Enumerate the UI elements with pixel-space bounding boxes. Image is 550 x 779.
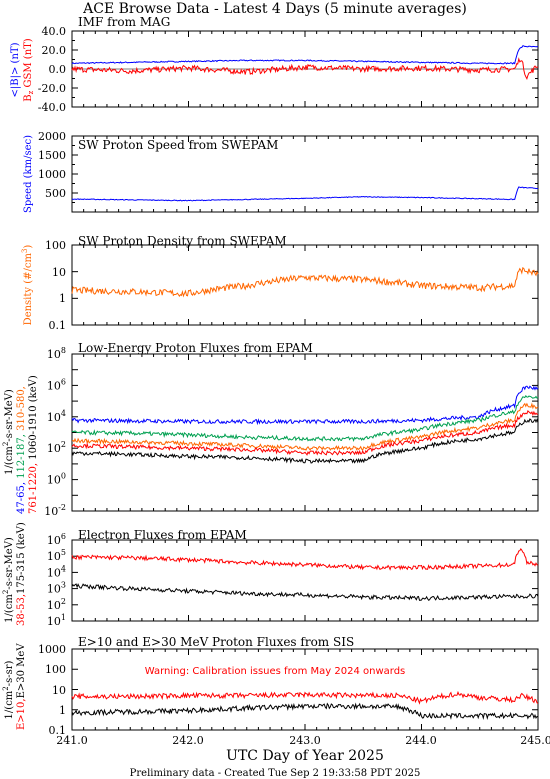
density-ylabel: Density (#/cm3) <box>21 245 34 326</box>
speed-ylabel: Speed (km/sec) <box>23 135 34 213</box>
data-series <box>71 45 539 720</box>
proton-yticks: 108 106 104 102 100 10-2 <box>44 346 66 518</box>
proton-series-4 <box>71 418 539 464</box>
density-series-0 <box>71 266 539 298</box>
proton-ytick-1e2: 102 <box>47 440 66 455</box>
sis-title: E>10 and E>30 MeV Proton Fluxes from SIS <box>78 635 354 649</box>
sis-series-1 <box>71 702 539 720</box>
svg-text:761-1220, 1060-1910 (keV): 761-1220, 1060-1910 (keV) <box>28 375 39 514</box>
speed-ytick-1500: 1500 <box>38 149 66 162</box>
density-ytick-1: 1 <box>59 292 66 305</box>
speed-ytick-1000: 1000 <box>38 168 66 181</box>
x-axis-label: UTC Day of Year 2025 <box>226 748 384 764</box>
footer: Preliminary data - Created Tue Sep 2 19:… <box>130 768 421 779</box>
proton-ytick-1e0: 100 <box>47 472 66 487</box>
speed-ytick-2000: 2000 <box>38 130 66 143</box>
electron-series-0 <box>71 547 539 571</box>
mag-title: IMF from MAG <box>78 15 170 29</box>
electron-ytick-1e3: 103 <box>47 581 66 596</box>
proton-ch-310: 310-580, <box>16 386 27 431</box>
mag-ytick-m20: -20.0 <box>38 82 66 95</box>
proton-series-3 <box>71 409 539 456</box>
sis-warning: Warning: Calibration issues from May 202… <box>145 666 406 677</box>
electron-ytick-1e1: 101 <box>47 613 66 628</box>
electron-series-1 <box>71 583 539 601</box>
sis-ylabel: 1/(cm2-s-sr) E>10,E>30 MeV <box>2 643 27 730</box>
sis-ch-10: E>10, <box>16 698 27 730</box>
speed-series-0 <box>71 186 539 202</box>
proton-ch-761: 761-1220, <box>28 463 39 514</box>
xtick-242: 242.0 <box>172 734 204 747</box>
proton-ytick-1e8: 108 <box>47 346 66 361</box>
speed-title: SW Proton Speed from SWEPAM <box>78 138 278 152</box>
mag-series-1 <box>71 57 539 81</box>
proton-ylabel: 1/(cm2-s-sr-MeV) 47-65, 112-187, 310-580… <box>2 375 39 514</box>
electron-panel-frame <box>71 539 539 622</box>
mag-ytick-0: 0.0 <box>49 63 67 76</box>
electron-ytick-1e5: 105 <box>47 548 66 563</box>
mag-ytick-m40: -40.0 <box>38 101 66 114</box>
proton-ytick-1e-2: 10-2 <box>44 503 66 518</box>
sis-panel-frame <box>71 648 539 731</box>
proton-ytick-1e4: 104 <box>47 409 66 424</box>
svg-text:1/(cm2-s-sr): 1/(cm2-s-sr) <box>2 660 15 719</box>
electron-ytick-1e4: 104 <box>47 564 66 579</box>
density-panel-frame <box>71 244 539 326</box>
electron-title: Electron Fluxes from EPAM <box>78 528 247 542</box>
mag-ytick-20: 20.0 <box>42 44 67 57</box>
xtick-241: 241.0 <box>56 734 88 747</box>
sis-ytick-1000: 1000 <box>38 643 66 656</box>
electron-ylabel: 1/(cm2-s-sr-MeV) 38-53,175-315 (keV) <box>2 522 27 626</box>
xtick-245: 245.0 <box>520 734 550 747</box>
electron-ch-175: 175-315 (keV) <box>16 522 27 594</box>
sis-ch-30: E>30 MeV <box>16 643 27 699</box>
sis-ytick-1: 1 <box>59 704 66 717</box>
page-title: ACE Browse Data - Latest 4 Days (5 minut… <box>82 1 467 17</box>
speed-ytick-500: 500 <box>45 187 66 200</box>
proton-ch-47: 47-65, <box>16 482 27 514</box>
sis-series-0 <box>71 690 539 705</box>
electron-ch-38: 38-53, <box>16 594 27 626</box>
mag-ylabel-bz: Bz GSM (nT) <box>23 38 35 102</box>
proton-ytick-1e6: 106 <box>47 377 66 392</box>
sis-ytick-100: 100 <box>45 663 66 676</box>
sis-ytick-10: 10 <box>52 684 66 697</box>
proton-ch-112: 112-187, <box>16 434 27 479</box>
xtick-243: 243.0 <box>289 734 321 747</box>
density-ytick-10: 10 <box>52 266 66 279</box>
density-title: SW Proton Density from SWEPAM <box>78 234 287 248</box>
proton-title: Low-Energy Proton Fluxes from EPAM <box>78 341 313 355</box>
proton-series-1 <box>71 394 539 442</box>
proton-series-0 <box>71 385 539 426</box>
mag-ylabel-bt: <|B|> (nT) <box>10 42 21 97</box>
svg-text:E>10,E>30 MeV: E>10,E>30 MeV <box>16 643 27 730</box>
mag-series-0 <box>71 45 539 65</box>
density-ytick-100: 100 <box>45 239 66 252</box>
sis-ytick-0.1: 0.1 <box>49 724 67 737</box>
svg-text:1/(cm2-s-sr-MeV): 1/(cm2-s-sr-MeV) <box>2 389 15 475</box>
svg-text:1/(cm2-s-sr-MeV): 1/(cm2-s-sr-MeV) <box>2 537 15 623</box>
svg-text:47-65, 112-187, 310-580,: 47-65, 112-187, 310-580, <box>16 386 27 514</box>
xtick-244: 244.0 <box>405 734 437 747</box>
svg-text:38-53,175-315 (keV): 38-53,175-315 (keV) <box>16 522 27 626</box>
mag-ytick-40: 40.0 <box>42 25 67 38</box>
proton-panel-frame <box>71 353 539 512</box>
proton-ch-1060: 1060-1910 (keV) <box>28 375 39 460</box>
electron-ytick-1e6: 106 <box>47 532 66 547</box>
electron-ytick-1e2: 102 <box>47 597 66 612</box>
density-ytick-0.1: 0.1 <box>49 319 67 332</box>
proton-series-2 <box>71 402 539 451</box>
